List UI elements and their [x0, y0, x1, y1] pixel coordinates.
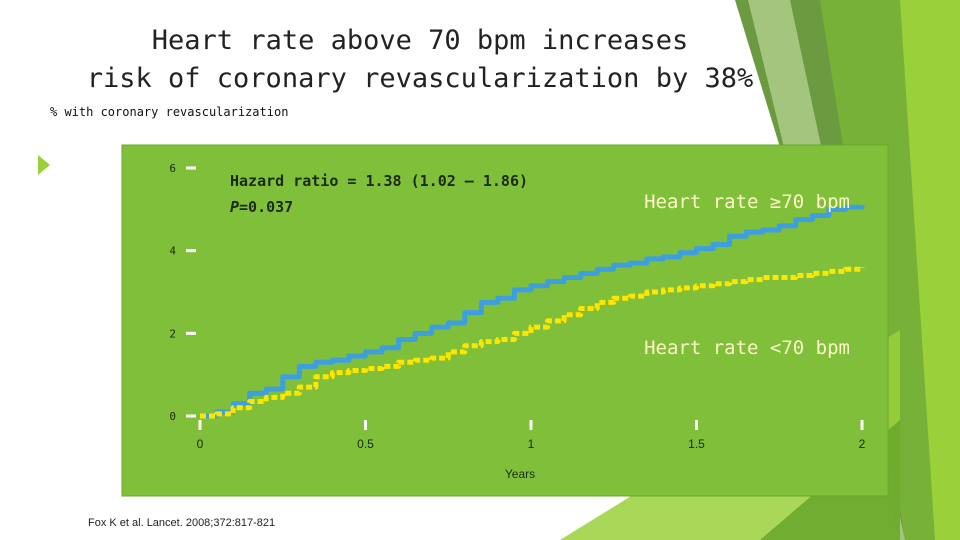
y-tick-label-2: 4	[169, 245, 176, 258]
title-line-2: risk of coronary revascularization by 38…	[86, 63, 754, 94]
y-axis-label: % with coronary revascularization	[50, 105, 289, 119]
x-tick-label-3: 1.5	[688, 437, 705, 451]
series-line-low-hr	[200, 266, 865, 419]
x-tick-label-2: 1	[528, 437, 535, 451]
p-value-number: =0.037	[239, 198, 293, 216]
title-line-1: Heart rate above 70 bpm increases	[151, 25, 689, 56]
series-line-high-hr	[200, 204, 865, 419]
series-layer	[200, 204, 865, 419]
y-tick-label-0: 0	[169, 410, 176, 423]
hazard-ratio-annotation: Hazard ratio = 1.38 (1.02 – 1.86)	[230, 172, 528, 190]
chart-panel	[121, 144, 889, 497]
y-tick-label-1: 2	[169, 327, 176, 340]
p-value-annotation: P=0.037	[230, 198, 293, 216]
x-tick-label-0: 0	[197, 437, 204, 451]
x-axis-label: Years	[505, 467, 535, 481]
x-tick-label-4: 2	[859, 437, 866, 451]
slide-title: Heart rate above 70 bpm increases risk o…	[60, 22, 780, 98]
axis-ticks: 0 2 4 6 0 0.5 1 1.5 2	[169, 162, 865, 451]
x-tick-label-1: 0.5	[357, 437, 374, 451]
legend-low-hr: Heart rate <70 bpm	[644, 337, 850, 359]
p-value-letter: P	[230, 198, 239, 216]
y-tick-label-3: 6	[169, 162, 176, 175]
legend-high-hr: Heart rate ≥70 bpm	[644, 191, 850, 213]
reference-citation: Fox K et al. Lancet. 2008;372:817-821	[88, 517, 276, 529]
